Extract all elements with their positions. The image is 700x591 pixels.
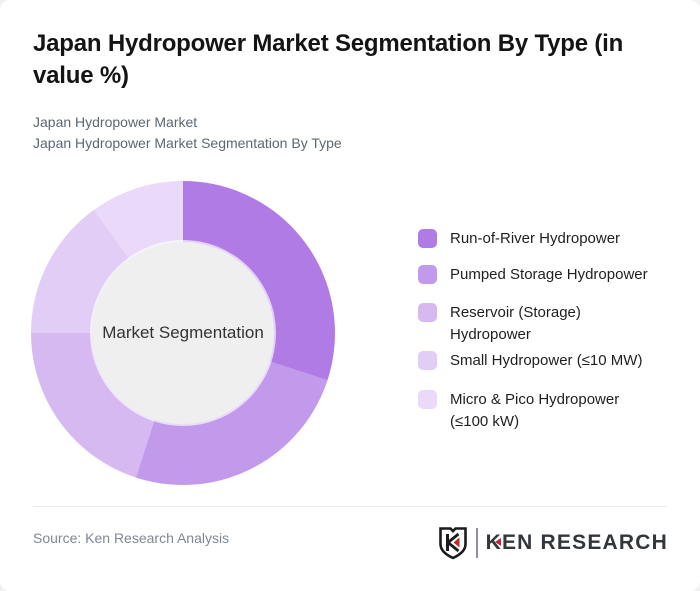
donut-chart[interactable]: Market Segmentation <box>31 181 335 485</box>
legend-label: Micro & Pico Hydropower (≤100 kW) <box>450 391 620 430</box>
legend-swatch-icon <box>418 303 437 322</box>
logo-rest-text: EN RESEARCH <box>501 531 668 554</box>
logo-letter-k: K <box>485 531 502 554</box>
legend-swatch-icon <box>418 229 437 248</box>
legend-swatch-icon <box>418 265 437 284</box>
legend-label: Pumped Storage Hydropower <box>450 266 648 283</box>
legend-label: Reservoir (Storage) Hydropower <box>450 304 581 343</box>
subtitle-line-2: Japan Hydropower Market Segmentation By … <box>33 135 342 151</box>
ken-research-logo: KEN RESEARCH <box>438 526 668 560</box>
page-title: Japan Hydropower Market Segmentation By … <box>33 30 624 89</box>
legend-item[interactable]: Run-of-River Hydropower <box>418 228 620 250</box>
subtitle-line-1: Japan Hydropower Market <box>33 114 198 130</box>
logo-divider <box>475 528 478 558</box>
legend-label: Run-of-River Hydropower <box>450 230 621 247</box>
legend-label: Small Hydropower (≤10 MW) <box>450 352 643 369</box>
legend-item[interactable]: Micro & Pico Hydropower (≤100 kW) <box>418 389 619 433</box>
source-text: Source: Ken Research Analysis <box>33 530 230 546</box>
legend-swatch-icon <box>418 351 437 370</box>
footer-divider <box>33 506 667 507</box>
legend-item[interactable]: Pumped Storage Hydropower <box>418 264 648 286</box>
legend-item[interactable]: Small Hydropower (≤10 MW) <box>418 350 642 372</box>
logo-wordmark: KEN RESEARCH <box>486 531 668 555</box>
chart-subtitle: Japan Hydropower Market Japan Hydropower… <box>33 112 342 154</box>
legend-swatch-icon <box>418 390 437 409</box>
legend-item[interactable]: Reservoir (Storage) Hydropower <box>418 302 581 346</box>
donut-center-label: Market Segmentation <box>92 242 274 424</box>
shield-logo-icon <box>438 527 467 560</box>
